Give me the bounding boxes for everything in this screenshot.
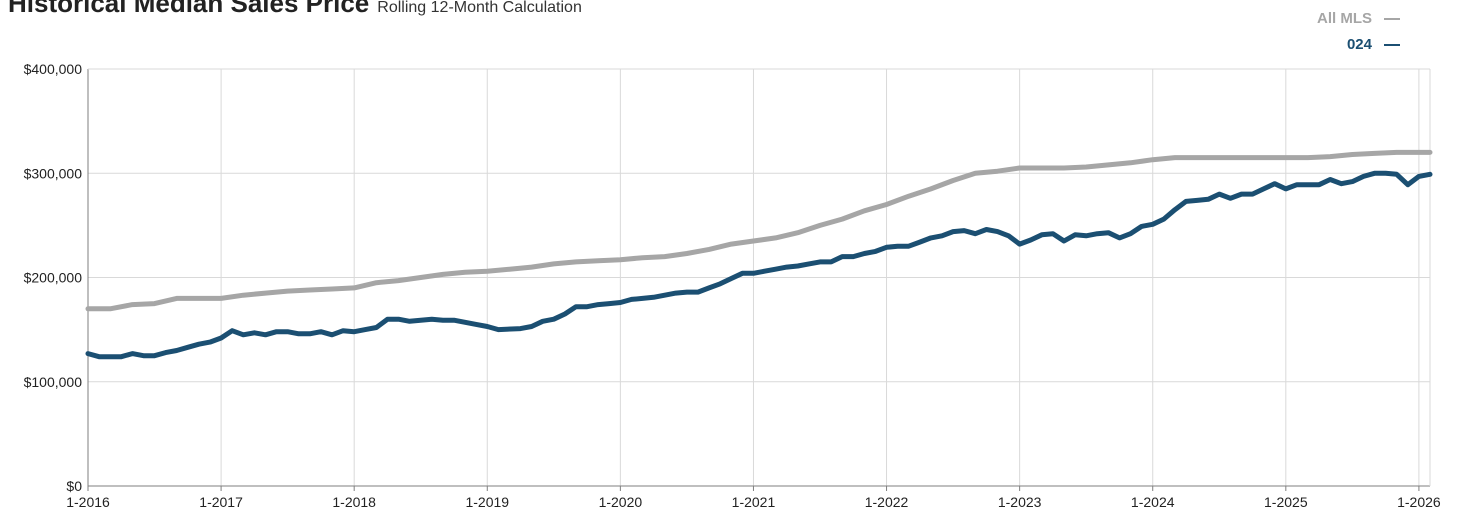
legend-label-024: 024 (1346, 36, 1372, 53)
x-tick-label: 1-2022 (865, 494, 909, 510)
y-tick-label: $400,000 (24, 61, 83, 77)
legend-label-all-mls: All MLS (1317, 10, 1372, 27)
series-line-024 (85, 170, 1433, 360)
x-tick-label: 1-2017 (199, 494, 243, 510)
chart-grid (87, 68, 1430, 486)
x-tick-label: 1-2025 (1264, 494, 1308, 510)
x-tick-label: 1-2026 (1397, 494, 1441, 510)
y-tick-label: $300,000 (24, 165, 83, 181)
y-axis-ticks: $0 $100,000 $200,000 $300,000 $400,000 (24, 61, 83, 494)
legend-swatch-all-mls (1384, 18, 1400, 20)
legend-swatch-024 (1384, 44, 1400, 46)
chart-header: Historical Median Sales Price Rolling 12-… (8, 0, 582, 19)
x-tick-label: 1-2019 (465, 494, 509, 510)
y-tick-label: $0 (66, 478, 82, 494)
legend-item-024[interactable]: 024 (1317, 32, 1400, 58)
series-line-all-mls (85, 149, 1433, 312)
x-tick-label: 1-2020 (599, 494, 643, 510)
chart-title: Historical Median Sales Price (8, 0, 370, 18)
chart-subtitle: Rolling 12-Month Calculation (377, 0, 582, 16)
chart-axes (87, 68, 1431, 491)
y-tick-label: $100,000 (24, 374, 83, 390)
x-tick-label: 1-2018 (332, 494, 376, 510)
chart-series (85, 149, 1433, 360)
y-tick-label: $200,000 (24, 270, 83, 286)
x-tick-label: 1-2024 (1131, 494, 1175, 510)
x-tick-label: 1-2016 (66, 494, 110, 510)
x-axis-ticks: 1-2016 1-2017 1-2018 1-2019 1-2020 1-2021 1-20… (66, 494, 1441, 510)
x-tick-label: 1-2021 (732, 494, 776, 510)
chart-legend: All MLS 024 (1317, 6, 1400, 58)
legend-item-all-mls[interactable]: All MLS (1317, 6, 1400, 32)
x-tick-label: 1-2023 (998, 494, 1042, 510)
